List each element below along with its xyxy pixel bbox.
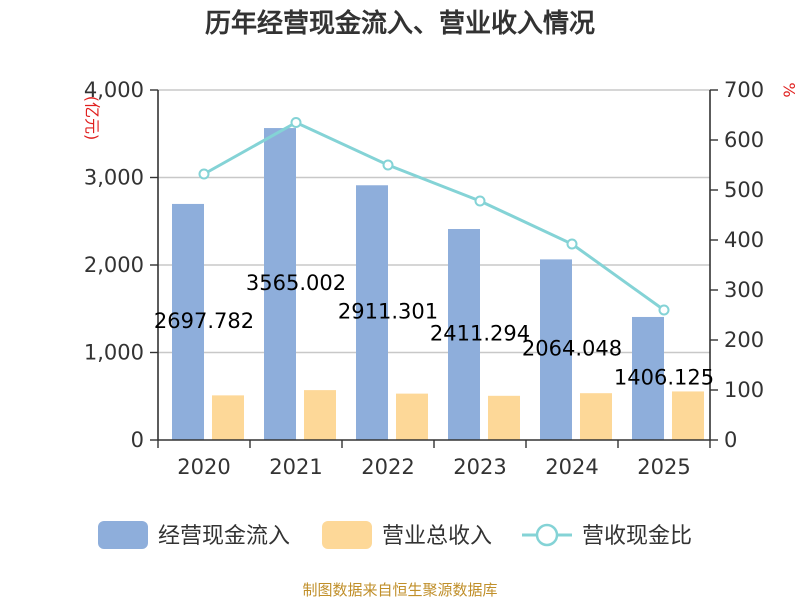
left-tick-label: 4,000 xyxy=(84,78,144,102)
bar-value-label: 1406.125 xyxy=(614,365,714,389)
bar-cash-inflow xyxy=(356,185,388,440)
bar-value-label: 2064.048 xyxy=(522,337,622,361)
bar-total-revenue xyxy=(396,393,428,440)
bar-total-revenue xyxy=(488,395,520,440)
right-tick-label: 300 xyxy=(724,278,764,302)
grid-lines xyxy=(158,89,710,354)
left-tick-label: 0 xyxy=(131,428,144,452)
bar-value-label: 2911.301 xyxy=(338,300,438,324)
legend-label-cash-inflow: 经营现金流入 xyxy=(158,524,290,549)
x-axis: 2020 2021 2022 2023 2024 2025 xyxy=(157,439,711,479)
left-tick-label: 2,000 xyxy=(84,253,144,277)
x-tick-label: 2025 xyxy=(637,455,690,479)
x-tick-label: 2024 xyxy=(545,455,598,479)
ratio-point xyxy=(658,304,670,316)
bar-total-revenue xyxy=(212,395,244,440)
x-tick-label: 2023 xyxy=(453,455,506,479)
legend-marker-ratio xyxy=(535,523,559,547)
bar-cash-inflow xyxy=(172,203,204,440)
source-note: 制图数据来自恒生聚源数据库 xyxy=(302,581,497,599)
bar-total-revenue xyxy=(580,393,612,440)
bar-total-revenue xyxy=(304,390,336,440)
legend-label-ratio: 营收现金比 xyxy=(582,524,692,549)
legend-swatch-total-revenue xyxy=(322,521,372,549)
bar-cash-inflow xyxy=(264,128,296,441)
left-tick-label: 1,000 xyxy=(84,341,144,365)
bar-cash-inflow xyxy=(632,316,664,440)
x-tick-label: 2022 xyxy=(361,455,414,479)
left-axis-ticks: 0 1,000 2,000 3,000 4,000 xyxy=(84,78,159,452)
bar-cash-inflow xyxy=(540,259,572,440)
ratio-point xyxy=(474,195,486,207)
right-tick-label: 600 xyxy=(724,128,764,152)
right-tick-label: 700 xyxy=(724,78,764,102)
right-tick-label: 400 xyxy=(724,228,764,252)
ratio-point xyxy=(566,238,578,250)
left-axis-unit: (亿元) xyxy=(83,96,102,141)
bar-value-label: 2411.294 xyxy=(430,322,530,346)
legend: 经营现金流入 营业总收入 营收现金比 xyxy=(98,521,692,549)
right-tick-label: 500 xyxy=(724,178,764,202)
bar-total-revenue xyxy=(672,391,704,440)
chart-title: 历年经营现金流入、营业收入情况 xyxy=(205,8,595,39)
bar-value-label: 2697.782 xyxy=(154,309,254,333)
bar-value-label: 3565.002 xyxy=(246,271,346,295)
legend-label-total-revenue: 营业总收入 xyxy=(382,524,492,549)
x-tick-label: 2020 xyxy=(177,455,230,479)
right-axis-ticks: 0 100 200 300 400 500 600 700 xyxy=(709,78,764,452)
legend-swatch-cash-inflow xyxy=(98,521,148,549)
bars xyxy=(172,128,704,441)
data-labels: 2697.782 3565.002 2911.3012411.2942064.048… xyxy=(154,271,714,389)
ratio-line-path xyxy=(203,120,665,312)
ratio-point xyxy=(290,117,302,128)
ratio-line xyxy=(198,117,670,316)
bar-cash-inflow xyxy=(448,229,480,440)
left-tick-label: 3,000 xyxy=(84,166,144,190)
ratio-point xyxy=(198,168,210,180)
right-tick-label: 0 xyxy=(724,428,737,452)
right-tick-label: 100 xyxy=(724,378,764,402)
x-tick-label: 2021 xyxy=(269,455,322,479)
right-tick-label: 200 xyxy=(724,328,764,352)
ratio-point xyxy=(382,159,394,171)
right-axis-unit: % xyxy=(780,82,799,97)
